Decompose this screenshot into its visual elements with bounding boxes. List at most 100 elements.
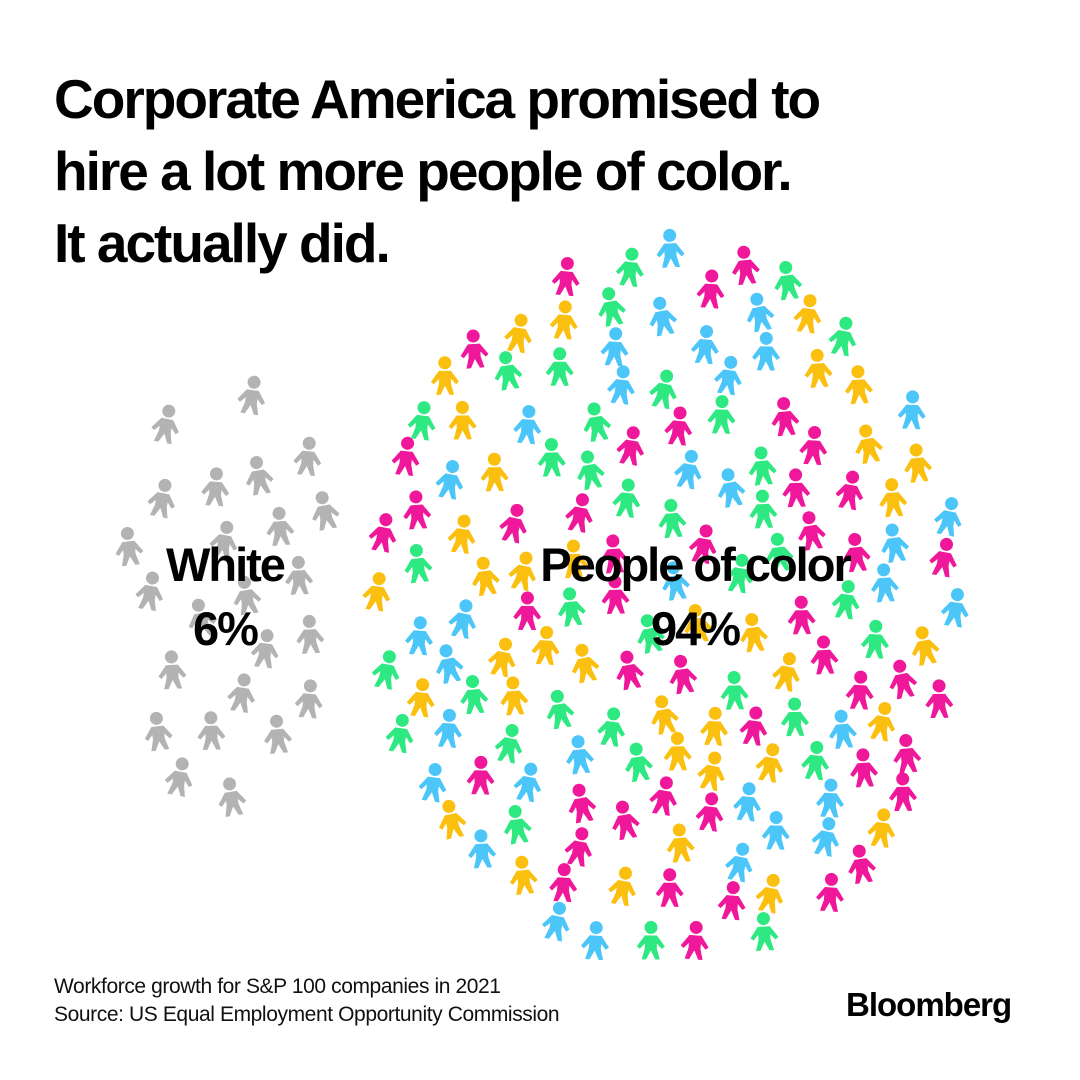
poc-figure	[404, 615, 435, 656]
poc-figure	[663, 731, 693, 771]
title-line-3: It actually did.	[54, 212, 391, 274]
poc-figure	[599, 326, 631, 367]
poc-figure	[848, 747, 879, 788]
poc-figure	[605, 864, 641, 908]
title-line-1: Corporate America promised to	[54, 68, 821, 130]
poc-figure	[815, 871, 846, 913]
poc-figure	[647, 774, 682, 817]
poc-figure	[564, 781, 599, 825]
poc-figure	[457, 673, 490, 715]
poc-figure	[655, 868, 684, 907]
poc-figure	[416, 761, 450, 804]
poc-figure	[366, 510, 401, 554]
poc-figure	[781, 467, 811, 508]
poc-figure	[712, 353, 746, 397]
poc-figure	[865, 806, 899, 849]
poc-figure	[716, 879, 748, 921]
poc-figure	[548, 299, 580, 340]
label-white-name: White	[166, 538, 286, 591]
poc-figure	[815, 777, 846, 818]
poc-figure	[579, 400, 614, 443]
poc-figure	[406, 399, 439, 442]
poc-figure	[802, 347, 834, 389]
poc-figure	[433, 707, 464, 749]
poc-figure	[751, 331, 781, 371]
poc-figure	[580, 920, 611, 961]
white-figure	[225, 671, 260, 714]
poc-figure	[563, 733, 596, 775]
poc-figure	[826, 314, 861, 358]
poc-figure	[595, 705, 629, 748]
poc-figure	[621, 740, 655, 783]
poc-figure	[671, 447, 707, 491]
poc-figure	[907, 623, 942, 667]
white-figure	[235, 373, 269, 416]
poc-figure	[707, 394, 737, 435]
poc-figure	[891, 732, 923, 774]
poc-figure	[809, 814, 844, 858]
poc-figure	[694, 790, 727, 833]
white-figure	[144, 476, 180, 520]
poc-figure	[679, 919, 711, 961]
poc-figure	[545, 347, 574, 386]
poc-figure	[539, 899, 575, 943]
poc-figure	[749, 911, 780, 952]
poc-figure	[713, 465, 748, 509]
poc-figure	[360, 570, 394, 613]
white-figure	[262, 713, 294, 755]
poc-figure	[663, 405, 695, 447]
poc-figure	[689, 323, 722, 365]
poc-figure	[791, 292, 825, 335]
poc-figure	[562, 490, 598, 534]
poc-figure	[850, 422, 886, 465]
poc-figure	[433, 457, 468, 501]
poc-figure	[926, 535, 962, 579]
poc-figure	[636, 920, 666, 960]
poc-figure	[466, 755, 496, 795]
white-figure	[214, 775, 249, 818]
poc-figure	[507, 854, 540, 896]
poc-figure	[500, 803, 534, 846]
label-white-value: 6%	[193, 602, 259, 655]
poc-figure	[646, 367, 682, 411]
poc-figure	[593, 284, 629, 328]
poc-figure	[722, 840, 758, 884]
poc-figure	[753, 740, 788, 784]
white-figure	[292, 435, 324, 477]
poc-figure	[458, 328, 490, 369]
poc-figure	[610, 477, 643, 519]
chart-title: Corporate America promised to hire a lot…	[54, 72, 954, 288]
poc-figure	[383, 711, 418, 755]
poc-figure	[833, 468, 868, 512]
title-line-2: hire a lot more people of color.	[54, 140, 793, 202]
poc-figure	[542, 687, 577, 731]
poc-figure	[390, 435, 423, 477]
poc-figure	[939, 586, 973, 629]
poc-figure	[769, 395, 801, 437]
label-poc-value: 94%	[650, 602, 741, 655]
poc-figure	[614, 424, 649, 467]
poc-figure	[512, 403, 544, 445]
poc-figure	[865, 699, 900, 743]
poc-figure	[897, 389, 927, 430]
poc-figure	[884, 657, 920, 701]
poc-figure	[401, 542, 434, 584]
poc-figure	[761, 810, 791, 850]
poc-figure	[644, 294, 680, 338]
poc-figure	[753, 871, 789, 915]
white-figure	[141, 710, 175, 752]
poc-figure	[694, 748, 730, 793]
poc-figure	[924, 679, 954, 719]
poc-figure	[468, 554, 502, 597]
footer: Workforce growth for S&P 100 companies i…	[54, 973, 560, 1029]
poc-figure	[737, 704, 771, 747]
poc-figure	[799, 739, 832, 781]
label-people-of-color: People of color 94%	[505, 533, 885, 661]
poc-figure	[931, 494, 967, 538]
poc-figure	[492, 721, 528, 765]
poc-figure	[448, 400, 477, 440]
poc-figure	[605, 363, 638, 406]
poc-figure	[401, 489, 433, 530]
white-figure	[293, 678, 325, 719]
poc-figure	[511, 760, 546, 804]
